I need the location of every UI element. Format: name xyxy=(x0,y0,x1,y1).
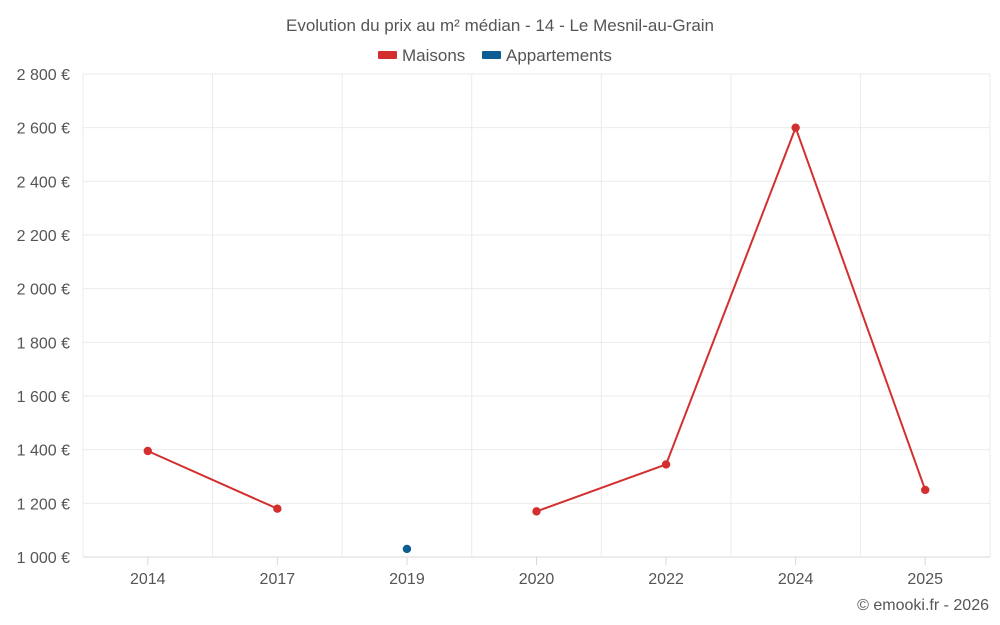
x-tick-label: 2020 xyxy=(519,571,555,588)
legend-item-maisons[interactable]: Maisons xyxy=(378,46,465,65)
y-tick-label: 1 400 € xyxy=(17,443,70,460)
legend-label-maisons: Maisons xyxy=(402,46,465,65)
data-point-maisons[interactable] xyxy=(532,507,541,516)
gridlines xyxy=(82,73,991,558)
series-points xyxy=(143,123,930,554)
x-axis-ticks: 2014 2017 2019 2020 2022 2024 2025 xyxy=(130,557,943,588)
legend-swatch-maisons xyxy=(378,51,397,59)
y-tick-label: 2 800 € xyxy=(17,67,70,84)
y-tick-label: 2 000 € xyxy=(17,282,70,299)
data-point-appartements[interactable] xyxy=(402,544,412,554)
y-tick-label: 1 800 € xyxy=(17,335,70,352)
x-tick-label: 2014 xyxy=(130,571,166,588)
data-point-maisons[interactable] xyxy=(273,504,282,513)
data-point-maisons[interactable] xyxy=(661,460,671,469)
legend-label-appartements: Appartements xyxy=(506,46,612,65)
y-tick-label: 2 600 € xyxy=(17,121,70,138)
x-tick-label: 2022 xyxy=(648,571,684,588)
chart-title: Evolution du prix au m² médian - 14 - Le… xyxy=(286,16,714,35)
series-line-maisons xyxy=(536,126,927,513)
y-tick-label: 2 400 € xyxy=(17,174,70,191)
y-tick-label: 1 600 € xyxy=(17,389,70,406)
y-axis-ticks: 1 000 € 1 200 € 1 400 € 1 600 € 1 800 € 2 000… xyxy=(17,67,70,567)
y-tick-label: 1 000 € xyxy=(17,550,70,567)
x-tick-label: 2025 xyxy=(907,571,943,588)
x-tick-label: 2024 xyxy=(778,571,814,588)
y-tick-label: 2 200 € xyxy=(17,228,70,245)
series-lines xyxy=(147,126,927,513)
data-point-maisons[interactable] xyxy=(791,123,800,132)
data-point-maisons[interactable] xyxy=(921,485,930,495)
legend-swatch-appartements xyxy=(482,51,501,59)
credit-text: © emooki.fr - 2026 xyxy=(857,597,989,614)
data-point-maisons[interactable] xyxy=(143,446,152,456)
x-tick-label: 2017 xyxy=(260,571,296,588)
series-line-maisons xyxy=(147,450,278,510)
x-tick-label: 2019 xyxy=(389,571,425,588)
y-tick-label: 1 200 € xyxy=(17,496,70,513)
legend: Maisons Appartements xyxy=(378,46,612,65)
legend-item-appartements[interactable]: Appartements xyxy=(482,46,612,65)
